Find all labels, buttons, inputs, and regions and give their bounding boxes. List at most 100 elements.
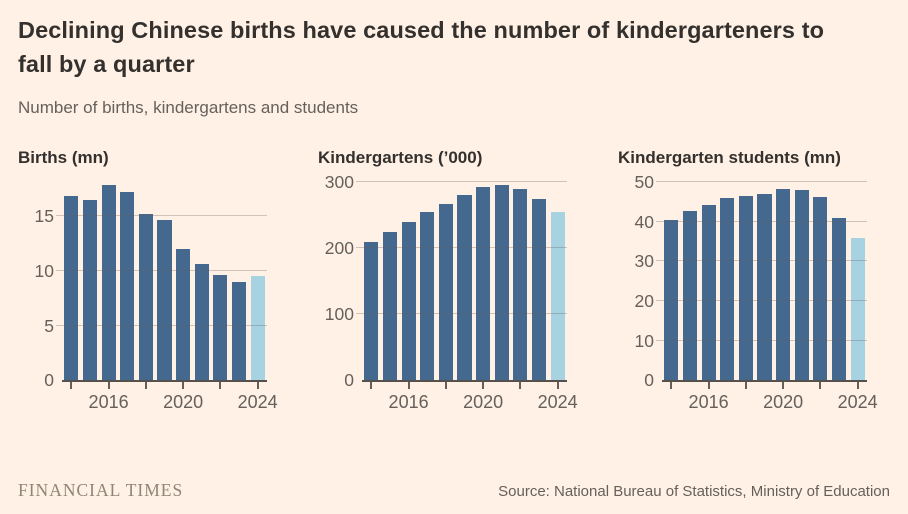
- bar-2017: [120, 192, 135, 381]
- x-tick-2022: [219, 382, 222, 390]
- bar-2016: [101, 184, 116, 381]
- x-axis-label-2016: 2016: [88, 392, 129, 413]
- y-axis-label: 10: [634, 330, 654, 351]
- gridline-300: [356, 181, 567, 183]
- x-tick-2024: [256, 382, 259, 390]
- y-axis-label: 15: [34, 206, 54, 227]
- chart-panel-kindergarten-students-mn: Kindergarten students (mn) 0 10 20 30 40 50 201…: [618, 148, 890, 418]
- y-axis-label: 30: [634, 251, 654, 272]
- bar-2021: [494, 185, 509, 381]
- bar-2014: [664, 219, 679, 381]
- gridline-200: [356, 247, 567, 249]
- bar-2023: [231, 281, 247, 381]
- x-tick-2014: [70, 382, 73, 390]
- x-tick-2024: [556, 382, 559, 390]
- bar-2018: [138, 214, 153, 381]
- gridline-10: [656, 339, 867, 341]
- y-axis-label: 200: [324, 238, 354, 259]
- x-axis-label-2024: 2024: [837, 392, 878, 413]
- y-axis-label: 40: [634, 211, 654, 232]
- x-tick-2020: [482, 382, 485, 390]
- gridline-100: [356, 313, 567, 315]
- bar-2017: [420, 211, 435, 381]
- footer: FINANCIAL TIMES Source: National Bureau …: [18, 480, 890, 501]
- bar-2018: [738, 195, 753, 381]
- bar-2016: [701, 205, 716, 381]
- ft-logo: FINANCIAL TIMES: [18, 480, 184, 500]
- gridline-30: [656, 260, 867, 262]
- gridline-50: [656, 181, 867, 183]
- x-axis-label-2020: 2020: [163, 392, 204, 413]
- y-axis: 0 100 200 300: [318, 173, 354, 389]
- x-tick-2020: [782, 382, 785, 390]
- bar-2024: [850, 238, 865, 381]
- plot-area: 2016 2020 2024: [656, 178, 878, 412]
- x-tick-2018: [444, 382, 447, 390]
- y-axis-label: 0: [44, 370, 54, 391]
- bar-2021: [194, 264, 209, 381]
- bar-2023: [531, 199, 547, 381]
- x-tick-2018: [144, 382, 147, 390]
- bar-2023: [831, 218, 847, 381]
- chart-title: Kindergarten students (mn): [618, 148, 841, 168]
- gridline-10: [56, 269, 267, 271]
- x-tick-2014: [370, 382, 373, 390]
- x-axis-label-2016: 2016: [688, 392, 729, 413]
- bar-2018: [438, 203, 453, 381]
- x-tick-2022: [519, 382, 522, 390]
- bar-2021: [794, 189, 809, 381]
- plot-area: 2016 2020 2024: [56, 178, 278, 412]
- x-tick-2016: [407, 382, 410, 390]
- bar-2015: [82, 199, 98, 381]
- y-axis-label: 50: [634, 172, 654, 193]
- chart-panel-kindergartens-000: Kindergartens (’000) 0 100 200 300 2016 2020 20…: [318, 148, 590, 418]
- y-axis-label: 0: [644, 370, 654, 391]
- bar-2022: [813, 196, 828, 381]
- bar-2015: [682, 211, 698, 381]
- bar-2024: [550, 212, 565, 381]
- x-tick-2016: [107, 382, 110, 390]
- y-axis-label: 20: [634, 290, 654, 311]
- y-axis: 0 10 20 30 40 50: [618, 173, 654, 389]
- bar-2022: [213, 275, 228, 381]
- bar-2020: [476, 187, 491, 381]
- x-tick-2022: [819, 382, 822, 390]
- bar-2019: [757, 193, 772, 381]
- x-axis-label-2020: 2020: [463, 392, 504, 413]
- source-note: Source: National Bureau of Statistics, M…: [498, 483, 890, 500]
- x-axis-label-2016: 2016: [388, 392, 429, 413]
- chart-title: Kindergartens (’000): [318, 148, 483, 168]
- gridline-5: [56, 324, 267, 326]
- gridline-20: [656, 299, 867, 301]
- bar-2024: [250, 276, 265, 381]
- plot-area: 2016 2020 2024: [356, 178, 578, 412]
- header: Declining Chinese births have caused the…: [0, 0, 908, 118]
- y-axis: 0 5 10 15: [18, 178, 54, 389]
- bar-2016: [401, 221, 416, 381]
- y-axis-label: 100: [324, 304, 354, 325]
- gridline-40: [656, 220, 867, 222]
- x-tick-2014: [670, 382, 673, 390]
- charts-row: Births (mn) 0 5 10 15 2016 2020 2024 Kindergarte…: [0, 148, 908, 418]
- bar-2015: [382, 232, 398, 381]
- bar-2020: [176, 249, 191, 381]
- x-axis-label-2020: 2020: [763, 392, 804, 413]
- chart-title: Births (mn): [18, 148, 109, 168]
- chart-area: 0 100 200 300 2016 2020 2024: [318, 173, 590, 418]
- y-axis-label: 5: [44, 315, 54, 336]
- x-axis-label-2024: 2024: [537, 392, 578, 413]
- y-axis-label: 10: [34, 260, 54, 281]
- chart-area: 0 10 20 30 40 50 2016 2020 2024: [618, 173, 890, 418]
- bar-2022: [513, 189, 528, 381]
- bar-2020: [776, 189, 791, 381]
- x-axis-label-2024: 2024: [237, 392, 278, 413]
- chart-panel-births-mn: Births (mn) 0 5 10 15 2016 2020 2024: [18, 148, 290, 418]
- y-axis-label: 0: [344, 370, 354, 391]
- bar-2019: [157, 219, 172, 381]
- x-tick-2024: [856, 382, 859, 390]
- x-tick-2016: [707, 382, 710, 390]
- bar-2017: [720, 197, 735, 381]
- x-tick-2020: [182, 382, 185, 390]
- y-axis-label: 300: [324, 172, 354, 193]
